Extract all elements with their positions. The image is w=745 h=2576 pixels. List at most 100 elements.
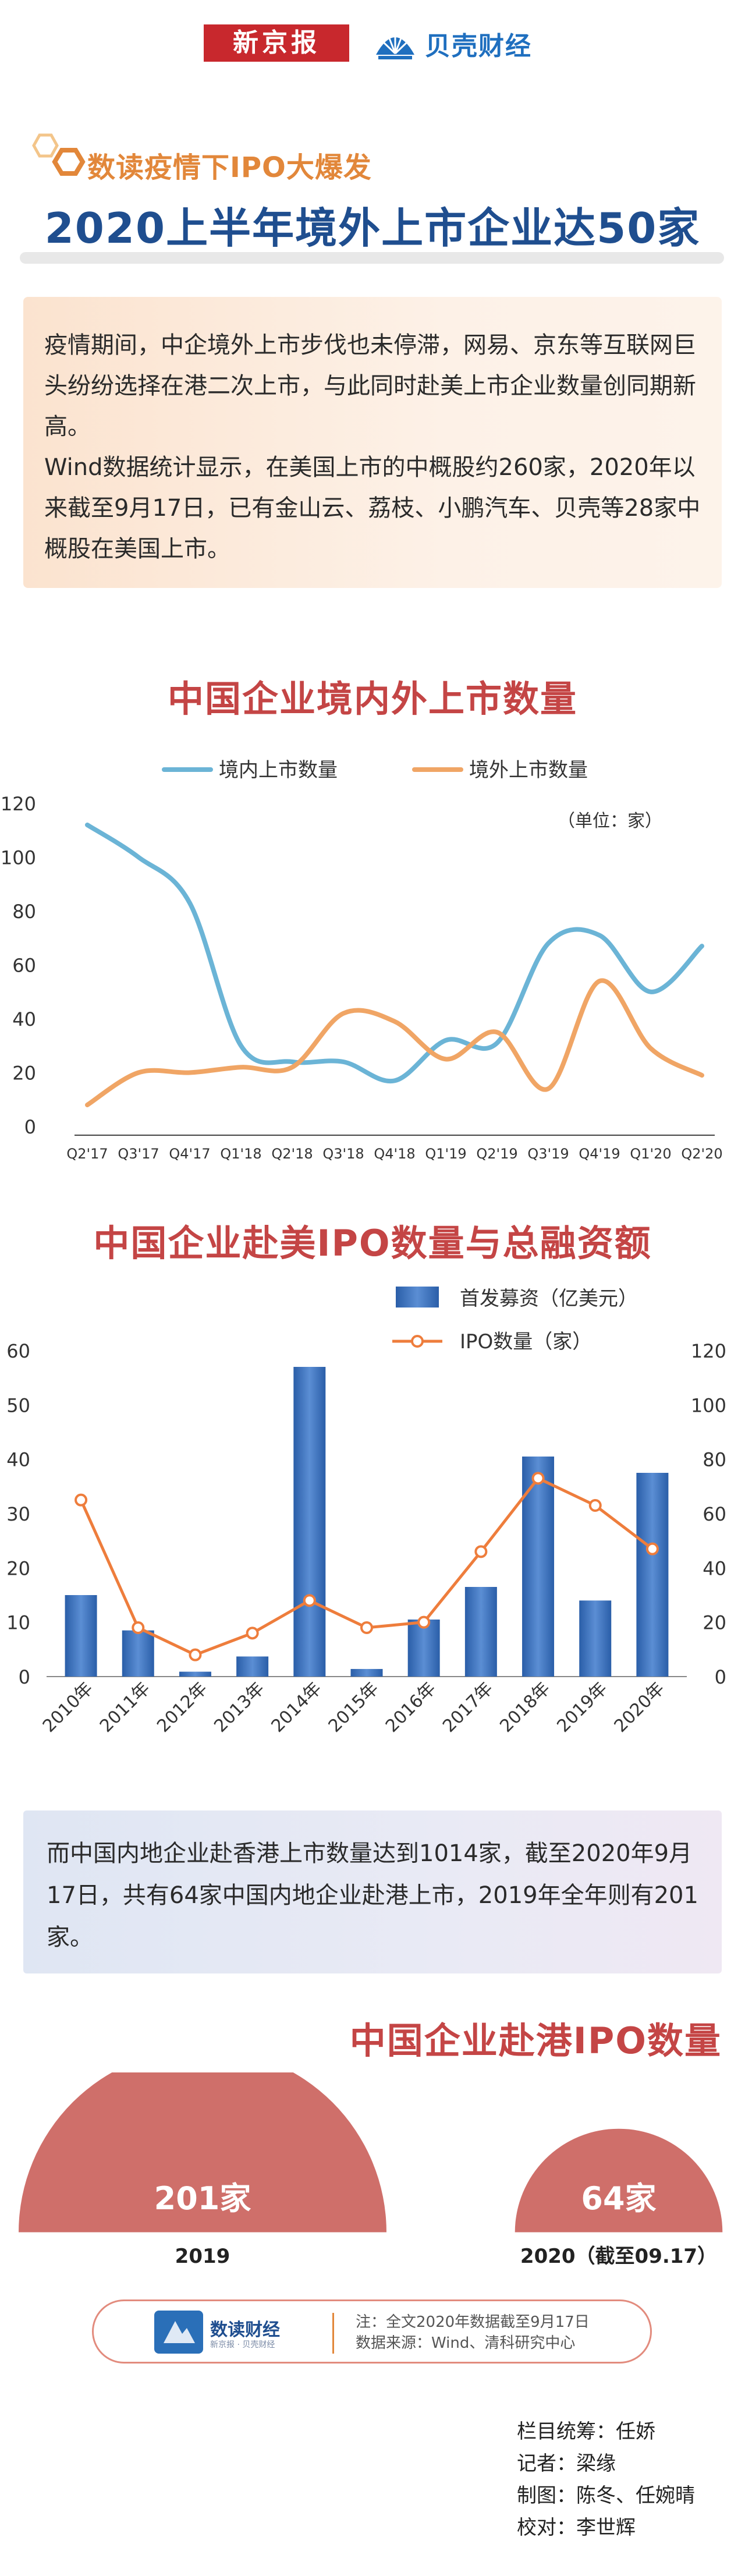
x-tick-label: Q1'20 bbox=[630, 1146, 671, 1162]
beike-caijing-text: 贝壳财经 bbox=[425, 31, 532, 61]
chart1-title: 中国企业境内外上市数量 bbox=[167, 678, 577, 720]
x-tick-label: 2012年 bbox=[153, 1678, 211, 1737]
hk-value-label: 64家 bbox=[581, 2180, 656, 2217]
ipo-count-point bbox=[417, 1615, 431, 1629]
x-tick-label: Q2'20 bbox=[681, 1146, 722, 1162]
ipo-count-point bbox=[132, 1621, 145, 1634]
funding-bar bbox=[522, 1457, 555, 1677]
y-tick-label: 80 bbox=[12, 901, 36, 923]
right-y-tick-label: 40 bbox=[703, 1557, 726, 1579]
subtitle: 数读疫情下IPO大爆发 bbox=[87, 151, 372, 184]
masthead: 新京报 贝壳财经 bbox=[0, 17, 745, 70]
left-y-tick-label: 40 bbox=[6, 1449, 30, 1471]
left-y-tick-label: 30 bbox=[6, 1503, 30, 1525]
hk-value-label: 201家 bbox=[154, 2180, 251, 2217]
ipo-count-point bbox=[588, 1499, 602, 1512]
funding-bar bbox=[65, 1595, 97, 1677]
x-tick-label: Q1'19 bbox=[425, 1146, 466, 1162]
ipo-count-point bbox=[645, 1542, 659, 1555]
right-y-tick-label: 20 bbox=[703, 1612, 726, 1634]
credit-line: 校对：李世辉 bbox=[517, 2516, 636, 2539]
intro-paragraph-1: 疫情期间，中企境外上市步伐也未停滞，网易、京东等互联网巨头纷纷选择在港二次上市，… bbox=[44, 332, 696, 440]
y-tick-label: 100 bbox=[1, 847, 36, 869]
legend-label: 境内上市数量 bbox=[219, 759, 338, 782]
shell-icon bbox=[376, 31, 414, 59]
intro-paragraph-2: Wind数据统计显示，在美国上市的中概股约260家，2020年以来截至9月17日… bbox=[44, 454, 701, 562]
series-line bbox=[85, 823, 704, 1084]
hk-ipo-chart: 201家 2019 64家 2020（截至09.17） bbox=[12, 2072, 733, 2268]
left-y-tick-label: 10 bbox=[6, 1612, 30, 1634]
legend-label: 境外上市数量 bbox=[469, 759, 588, 782]
hk-semicircle bbox=[515, 2128, 723, 2233]
x-tick-label: 2015年 bbox=[325, 1678, 383, 1737]
x-tick-label: Q2'19 bbox=[476, 1146, 517, 1162]
funding-bar bbox=[350, 1668, 383, 1677]
x-tick-label: Q4'18 bbox=[374, 1146, 415, 1162]
footer-note-line1: 注：全文2020年数据截至9月17日 bbox=[356, 2313, 590, 2331]
x-tick-label: Q3'19 bbox=[527, 1146, 569, 1162]
hk-category-label: 2019 bbox=[175, 2245, 230, 2268]
page-title: 2020上半年境外上市企业达50家 bbox=[44, 204, 701, 253]
ipo-count-point bbox=[474, 1545, 488, 1558]
ipo-count-point bbox=[360, 1621, 373, 1634]
legend-label: 首发募资（亿美元） bbox=[460, 1287, 638, 1310]
legend-swatch-bar bbox=[396, 1287, 439, 1308]
x-tick-label: Q4'19 bbox=[579, 1146, 620, 1162]
sdcj-subtext: 新京报 · 贝壳财经 bbox=[210, 2340, 275, 2350]
y-tick-label: 20 bbox=[12, 1062, 36, 1085]
hexagon-icon bbox=[32, 133, 86, 176]
right-y-tick-label: 80 bbox=[703, 1449, 726, 1471]
right-y-tick-label: 120 bbox=[691, 1340, 726, 1362]
footer-band: 数读财经 新京报 · 贝壳财经 注：全文2020年数据截至9月17日 数据来源：… bbox=[92, 2299, 652, 2364]
left-y-tick-label: 50 bbox=[6, 1394, 30, 1416]
intro-box: 疫情期间，中企境外上市步伐也未停滞，网易、京东等互联网巨头纷纷选择在港二次上市，… bbox=[23, 297, 722, 588]
right-y-tick-label: 100 bbox=[691, 1394, 726, 1416]
sdcj-brand: 数读财经 bbox=[210, 2320, 280, 2340]
sdcj-logo-icon bbox=[154, 2311, 203, 2354]
x-tick-label: Q3'18 bbox=[322, 1146, 364, 1162]
hk-paragraph: 而中国内地企业赴香港上市数量达到1014家，截至2020年9月17日，共有64家… bbox=[47, 1840, 698, 1951]
funding-bar bbox=[407, 1620, 440, 1677]
credit-line: 记者：梁缘 bbox=[517, 2452, 616, 2475]
funding-bar bbox=[179, 1671, 211, 1677]
xinjingbao-logo: 新京报 bbox=[204, 24, 349, 62]
x-tick-label: 2019年 bbox=[553, 1678, 611, 1737]
ipo-count-point bbox=[531, 1472, 545, 1485]
funding-bar bbox=[293, 1367, 326, 1677]
x-tick-label: Q4'17 bbox=[169, 1146, 210, 1162]
x-tick-label: 2017年 bbox=[439, 1678, 497, 1737]
left-y-tick-label: 60 bbox=[6, 1340, 30, 1362]
credit-line: 制图：陈冬、任婉晴 bbox=[517, 2484, 695, 2507]
right-y-tick-label: 0 bbox=[715, 1666, 726, 1688]
y-tick-label: 60 bbox=[12, 955, 36, 977]
beike-caijing-logo: 贝壳财经 bbox=[372, 23, 532, 64]
credits: 栏目统筹：任娇 记者：梁缘 制图：陈冬、任婉晴 校对：李世辉 bbox=[517, 2416, 695, 2544]
funding-bar bbox=[236, 1656, 269, 1677]
funding-bar bbox=[122, 1630, 154, 1677]
x-tick-label: Q2'18 bbox=[271, 1146, 313, 1162]
ipo-count-point bbox=[74, 1493, 88, 1507]
y-tick-label: 40 bbox=[12, 1008, 36, 1030]
funding-bar bbox=[579, 1600, 612, 1677]
title-underline bbox=[20, 252, 724, 264]
y-tick-label: 0 bbox=[24, 1116, 36, 1138]
unit-note: （单位：家） bbox=[558, 811, 662, 831]
x-tick-label: 2011年 bbox=[96, 1678, 154, 1737]
credit-line: 栏目统筹：任娇 bbox=[517, 2420, 655, 2443]
right-y-tick-label: 60 bbox=[703, 1503, 726, 1525]
header: 数读疫情下IPO大爆发 2020上半年境外上市企业达50家 bbox=[0, 133, 745, 272]
x-tick-label: 2010年 bbox=[39, 1678, 97, 1737]
ipo-count-point bbox=[189, 1648, 202, 1661]
chart3-title: 中国企业赴港IPO数量 bbox=[349, 2019, 722, 2062]
hk-semicircle bbox=[19, 2072, 386, 2233]
footer-note: 注：全文2020年数据截至9月17日 数据来源：Wind、清科研究中心 bbox=[356, 2312, 590, 2354]
x-tick-label: Q2'17 bbox=[66, 1146, 108, 1162]
legend-swatch-marker bbox=[411, 1335, 424, 1348]
funding-bar bbox=[464, 1587, 497, 1677]
funding-bar bbox=[636, 1473, 669, 1677]
x-tick-label: Q3'17 bbox=[118, 1146, 159, 1162]
y-tick-label: 120 bbox=[1, 793, 36, 815]
x-tick-label: 2014年 bbox=[268, 1678, 326, 1737]
legend-label: IPO数量（家） bbox=[460, 1330, 592, 1353]
x-tick-label: Q1'18 bbox=[220, 1146, 261, 1162]
